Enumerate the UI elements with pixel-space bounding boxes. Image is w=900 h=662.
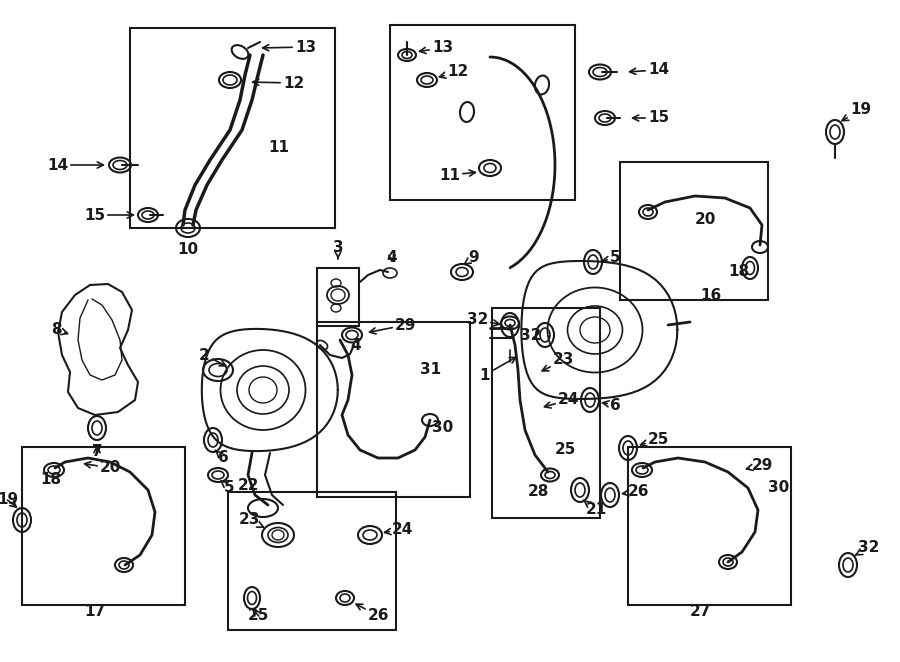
Text: 16: 16 [700,287,721,303]
Text: 18: 18 [728,265,749,279]
Text: 26: 26 [356,604,390,624]
Text: 31: 31 [420,363,441,377]
Bar [492,308,600,518]
Text: 32: 32 [520,328,542,342]
Bar [317,322,470,497]
Text: 28: 28 [528,485,549,500]
Text: 13: 13 [263,40,316,54]
Text: 4: 4 [350,338,361,352]
Text: 17: 17 [85,604,105,620]
Text: 19: 19 [0,493,18,508]
Text: 14: 14 [47,158,104,173]
Text: 14: 14 [630,62,669,77]
Text: 11: 11 [439,167,475,183]
Text: 20: 20 [85,461,122,475]
Text: 13: 13 [419,40,453,56]
Bar [22,447,185,605]
Text: 21: 21 [583,500,608,518]
Text: 7: 7 [92,444,103,459]
Text: 24: 24 [384,522,413,538]
Text: 3: 3 [333,240,343,258]
Text: 32: 32 [855,540,879,555]
Text: 4: 4 [387,250,397,265]
Bar [130,28,335,228]
Text: 29: 29 [370,318,417,334]
Text: 32: 32 [466,312,500,328]
Bar [317,268,359,326]
Text: 27: 27 [689,604,711,620]
Text: 15: 15 [633,111,669,126]
Text: 29: 29 [746,457,773,473]
Text: 25: 25 [248,608,269,624]
Text: 30: 30 [432,420,454,436]
Text: 8: 8 [51,322,68,338]
Bar [628,447,791,605]
Text: 19: 19 [842,103,871,120]
Text: 26: 26 [623,485,650,500]
Text: 18: 18 [40,473,61,487]
Text: 11: 11 [268,140,289,156]
Text: 23: 23 [238,512,264,528]
Text: 24: 24 [544,393,580,408]
Text: 23: 23 [542,352,574,371]
Bar [620,162,768,300]
Text: 25: 25 [555,442,576,457]
Bar [228,492,396,630]
Text: 10: 10 [177,242,199,258]
Text: 1: 1 [480,357,516,383]
Text: 12: 12 [253,75,304,91]
Text: 30: 30 [768,481,789,495]
Text: 6: 6 [603,397,621,412]
Bar [390,25,575,200]
Text: 20: 20 [695,213,716,228]
Text: 5: 5 [221,481,235,495]
Text: 9: 9 [464,250,479,265]
Text: 12: 12 [439,64,468,79]
Text: 15: 15 [84,207,133,222]
Text: 6: 6 [215,450,229,465]
Text: 22: 22 [238,477,259,493]
Text: 25: 25 [641,432,670,448]
Text: 2: 2 [199,348,226,366]
Text: 5: 5 [602,250,621,265]
